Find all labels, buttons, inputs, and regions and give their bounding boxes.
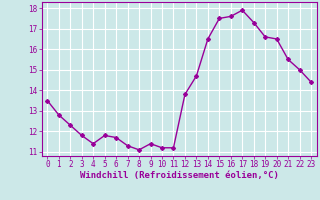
X-axis label: Windchill (Refroidissement éolien,°C): Windchill (Refroidissement éolien,°C) (80, 171, 279, 180)
